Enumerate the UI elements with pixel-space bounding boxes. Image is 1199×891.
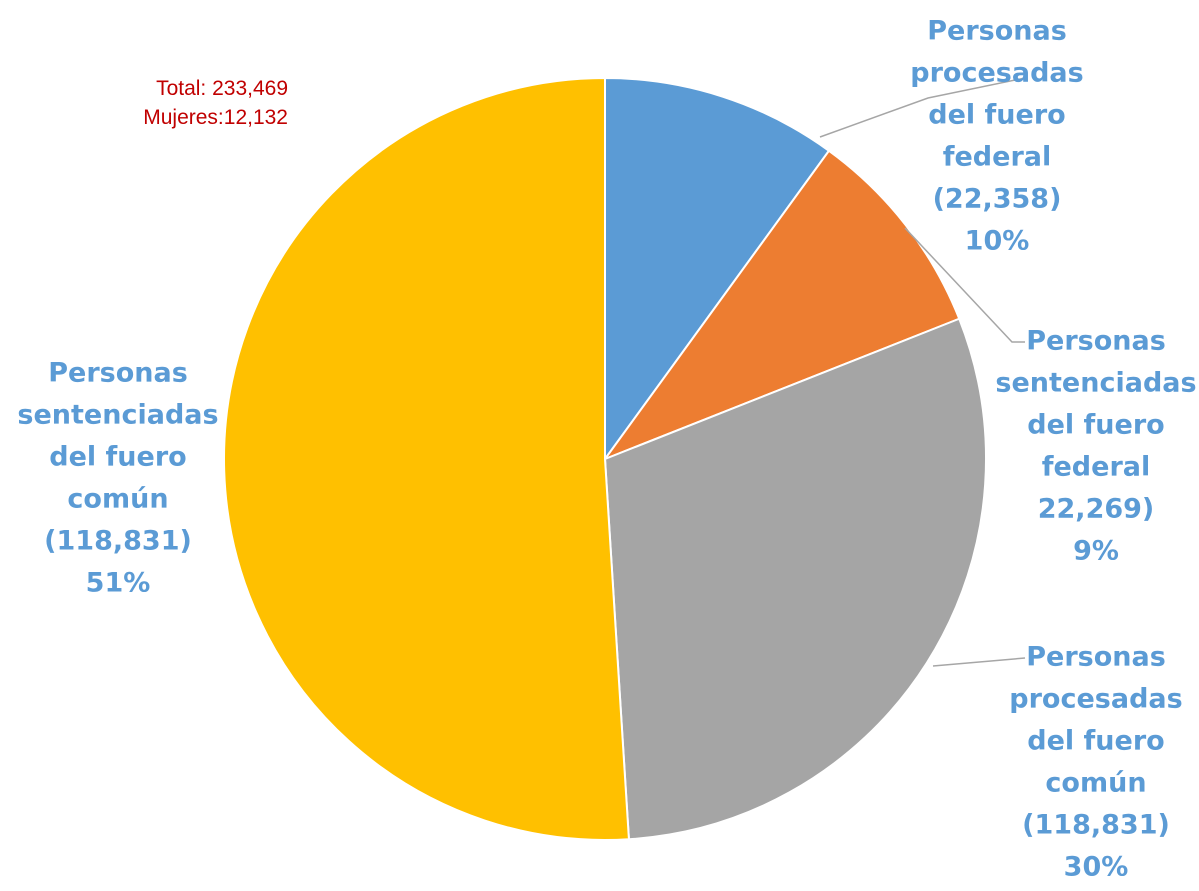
slice-label-2-line-6: 9% [1073, 536, 1119, 567]
slice-label-4-line-1: Personas [48, 358, 188, 389]
slice-label-3-line-4: común [1045, 768, 1146, 799]
slice-label-1-line-3: del fuero [928, 100, 1065, 131]
slice-label-3-line-6: 30% [1064, 852, 1129, 883]
slice-label-3-line-2: procesadas [1009, 684, 1182, 715]
leader-line-3 [932, 657, 1026, 667]
pie-slices [223, 76, 987, 841]
slice-label-1-line-2: procesadas [910, 58, 1083, 89]
slice-label-3-line-3: del fuero [1027, 726, 1164, 757]
slice-label-4-line-4: común [67, 484, 168, 515]
slice-label-3-line-1: Personas [1026, 642, 1166, 673]
slice-label-2-line-1: Personas [1026, 326, 1166, 357]
slice-label-4-line-2: sentenciadas [17, 400, 218, 431]
slice-label-1-line-1: Personas [927, 16, 1067, 47]
leader-line-1 [819, 77, 1026, 138]
leader-line-2 [904, 227, 1025, 343]
pie-slice-2 [602, 149, 961, 462]
slice-label-1-line-4: federal [943, 142, 1052, 173]
total-annotation: Total: 233,469 [156, 77, 288, 100]
pie-slice-4 [223, 76, 630, 841]
slice-label-3-line-5: (118,831) [1022, 810, 1170, 841]
slice-label-2-line-5: 22,269) [1038, 494, 1155, 525]
slice-label-4-line-6: 51% [86, 568, 151, 599]
slice-label-4-line-3: del fuero [49, 442, 186, 473]
slice-labels: Personas procesadas del fuero federal (22,35… [17, 16, 1196, 883]
leader-lines [819, 77, 1026, 667]
slice-label-1-line-5: (22,358) [933, 184, 1062, 215]
slice-label-2-line-2: sentenciadas [995, 368, 1196, 399]
slice-label-2-line-3: del fuero [1027, 410, 1164, 441]
pie-slice-1 [604, 76, 831, 463]
slice-label-1-line-6: 10% [965, 226, 1030, 257]
pie-slice-3 [603, 317, 987, 841]
slice-label-4-line-5: (118,831) [44, 526, 192, 557]
women-annotation: Mujeres:12,132 [143, 106, 288, 129]
slice-label-2-line-4: federal [1042, 452, 1151, 483]
